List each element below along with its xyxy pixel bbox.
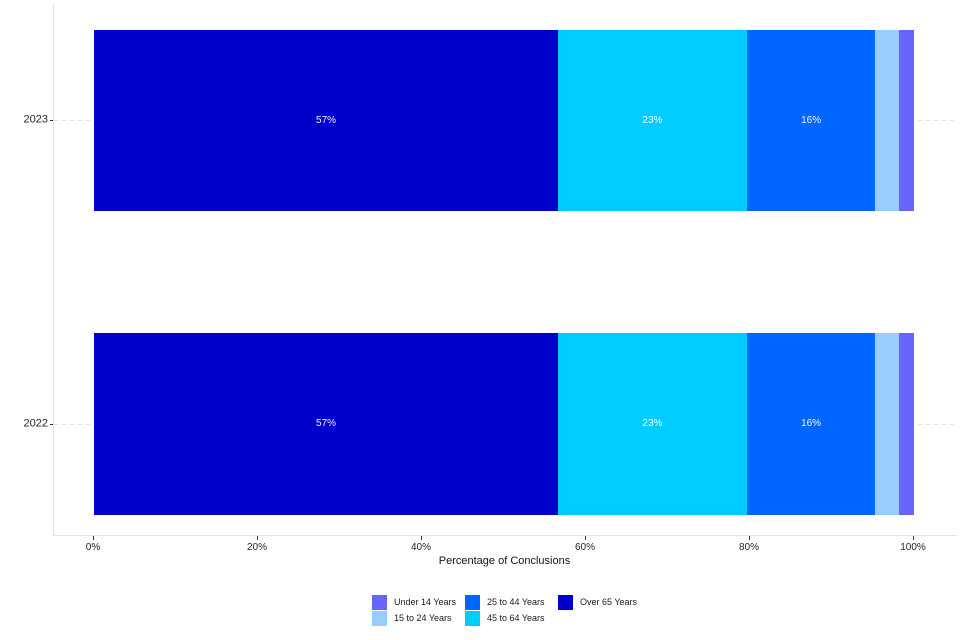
legend-column: Over 65 Years [557, 595, 638, 610]
bar-segment-under-14-years [899, 30, 914, 211]
bar-segment-45-to-64-years: 23% [558, 30, 747, 211]
legend-column: Under 14 Years 15 to 24 Years [371, 595, 465, 626]
x-tick-label: 40% [410, 542, 432, 553]
legend-swatch [371, 611, 387, 626]
y-axis-label-2022: 2022 [23, 417, 48, 430]
bar-segment-15-to-24-years [875, 333, 900, 515]
legend-label: 15 to 24 Years [393, 613, 452, 623]
x-tick-label: 20% [246, 542, 268, 553]
x-tick [749, 536, 750, 540]
bar-value-label: 23% [642, 418, 663, 429]
legend-swatch [464, 611, 480, 626]
bar-segment-25-to-44-years: 16% [746, 30, 876, 211]
legend-item-45-to-64-years: 45 to 64 Years [464, 611, 558, 626]
legend-item-25-to-44-years: 25 to 44 Years [464, 595, 558, 610]
x-tick [585, 536, 586, 540]
bar-segment-15-to-24-years [875, 30, 900, 211]
bar-segment-over-65-years: 57% [94, 30, 559, 211]
bar-segment-over-65-years: 57% [94, 333, 559, 515]
bar-value-label: 16% [801, 114, 822, 126]
bar-2022: 57% 23% 16% [94, 333, 914, 515]
legend-item-under-14-years: Under 14 Years [371, 595, 465, 610]
legend-swatch [557, 595, 573, 610]
bar-value-label: 23% [642, 114, 663, 126]
x-tick-label: 80% [738, 542, 760, 553]
legend-label: 45 to 64 Years [486, 613, 545, 623]
x-tick [913, 536, 914, 540]
legend-column: 25 to 44 Years 45 to 64 Years [464, 595, 558, 626]
x-tick [93, 536, 94, 540]
x-tick-label: 60% [574, 542, 596, 553]
bar-value-label: 57% [316, 418, 337, 429]
y-tick-2023 [50, 120, 53, 121]
legend-label: Over 65 Years [579, 597, 638, 607]
legend: Under 14 Years 15 to 24 Years 25 to 44 Yea… [53, 595, 956, 626]
legend-label: Under 14 Years [393, 597, 457, 607]
bar-value-label: 57% [316, 114, 337, 126]
legend-swatch [464, 595, 480, 610]
x-tick-label: 100% [900, 542, 926, 553]
x-tick [257, 536, 258, 540]
x-tick [421, 536, 422, 540]
x-axis-title: Percentage of Conclusions [438, 555, 571, 567]
y-axis-label-2023: 2023 [23, 113, 48, 126]
legend-swatch [371, 595, 387, 610]
y-tick-2022 [50, 424, 53, 425]
x-axis: 0% 20% 40% 60% 80% 100% [86, 536, 926, 566]
plot-panel: 57% 23% 16% 57% 23% 16% [53, 5, 957, 536]
bar-2023: 57% 23% 16% [94, 30, 914, 211]
bar-segment-45-to-64-years: 23% [558, 333, 747, 515]
x-tick-label: 0% [85, 542, 101, 553]
bar-segment-25-to-44-years: 16% [746, 333, 876, 515]
legend-item-over-65-years: Over 65 Years [557, 595, 638, 610]
legend-label: 25 to 44 Years [486, 597, 545, 607]
legend-item-15-to-24-years: 15 to 24 Years [371, 611, 465, 626]
bar-segment-under-14-years [899, 333, 914, 515]
bar-value-label: 16% [801, 418, 822, 429]
